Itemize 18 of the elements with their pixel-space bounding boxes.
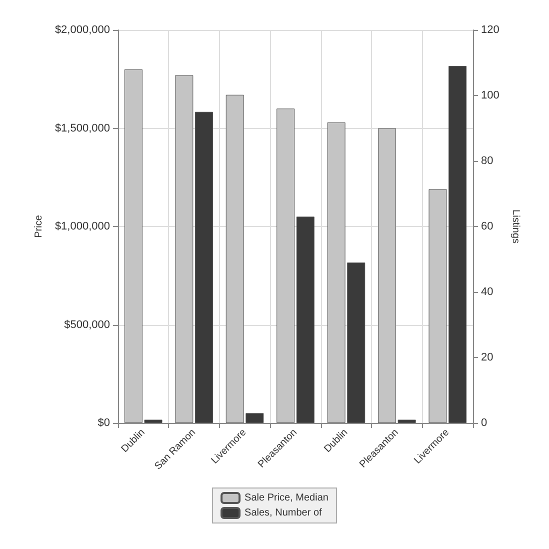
y-tick-label: $1,000,000 (54, 220, 110, 232)
y2-tick-label: 60 (481, 220, 494, 232)
y-tick-label: $0 (98, 417, 110, 429)
y-axis-title: Price (34, 214, 45, 238)
bar (398, 420, 416, 423)
legend-label: Sales, Number of (244, 508, 322, 518)
y-tick-label: $500,000 (64, 318, 110, 331)
bar (378, 128, 396, 423)
y2-axis-title: Listings (510, 210, 521, 244)
y-tick-label: $1,500,000 (54, 122, 110, 134)
y2-tick-label: 100 (481, 90, 500, 102)
y2-tick-label: 0 (481, 417, 488, 429)
y2-tick-label: 80 (481, 155, 494, 167)
y2-tick-label: 20 (481, 352, 494, 364)
y2-tick-label: 40 (481, 286, 494, 298)
y-tick-label: $2,000,000 (54, 24, 110, 36)
legend-label: Sale Price, Median (244, 492, 328, 504)
y2-tick-label: 120 (481, 24, 500, 36)
